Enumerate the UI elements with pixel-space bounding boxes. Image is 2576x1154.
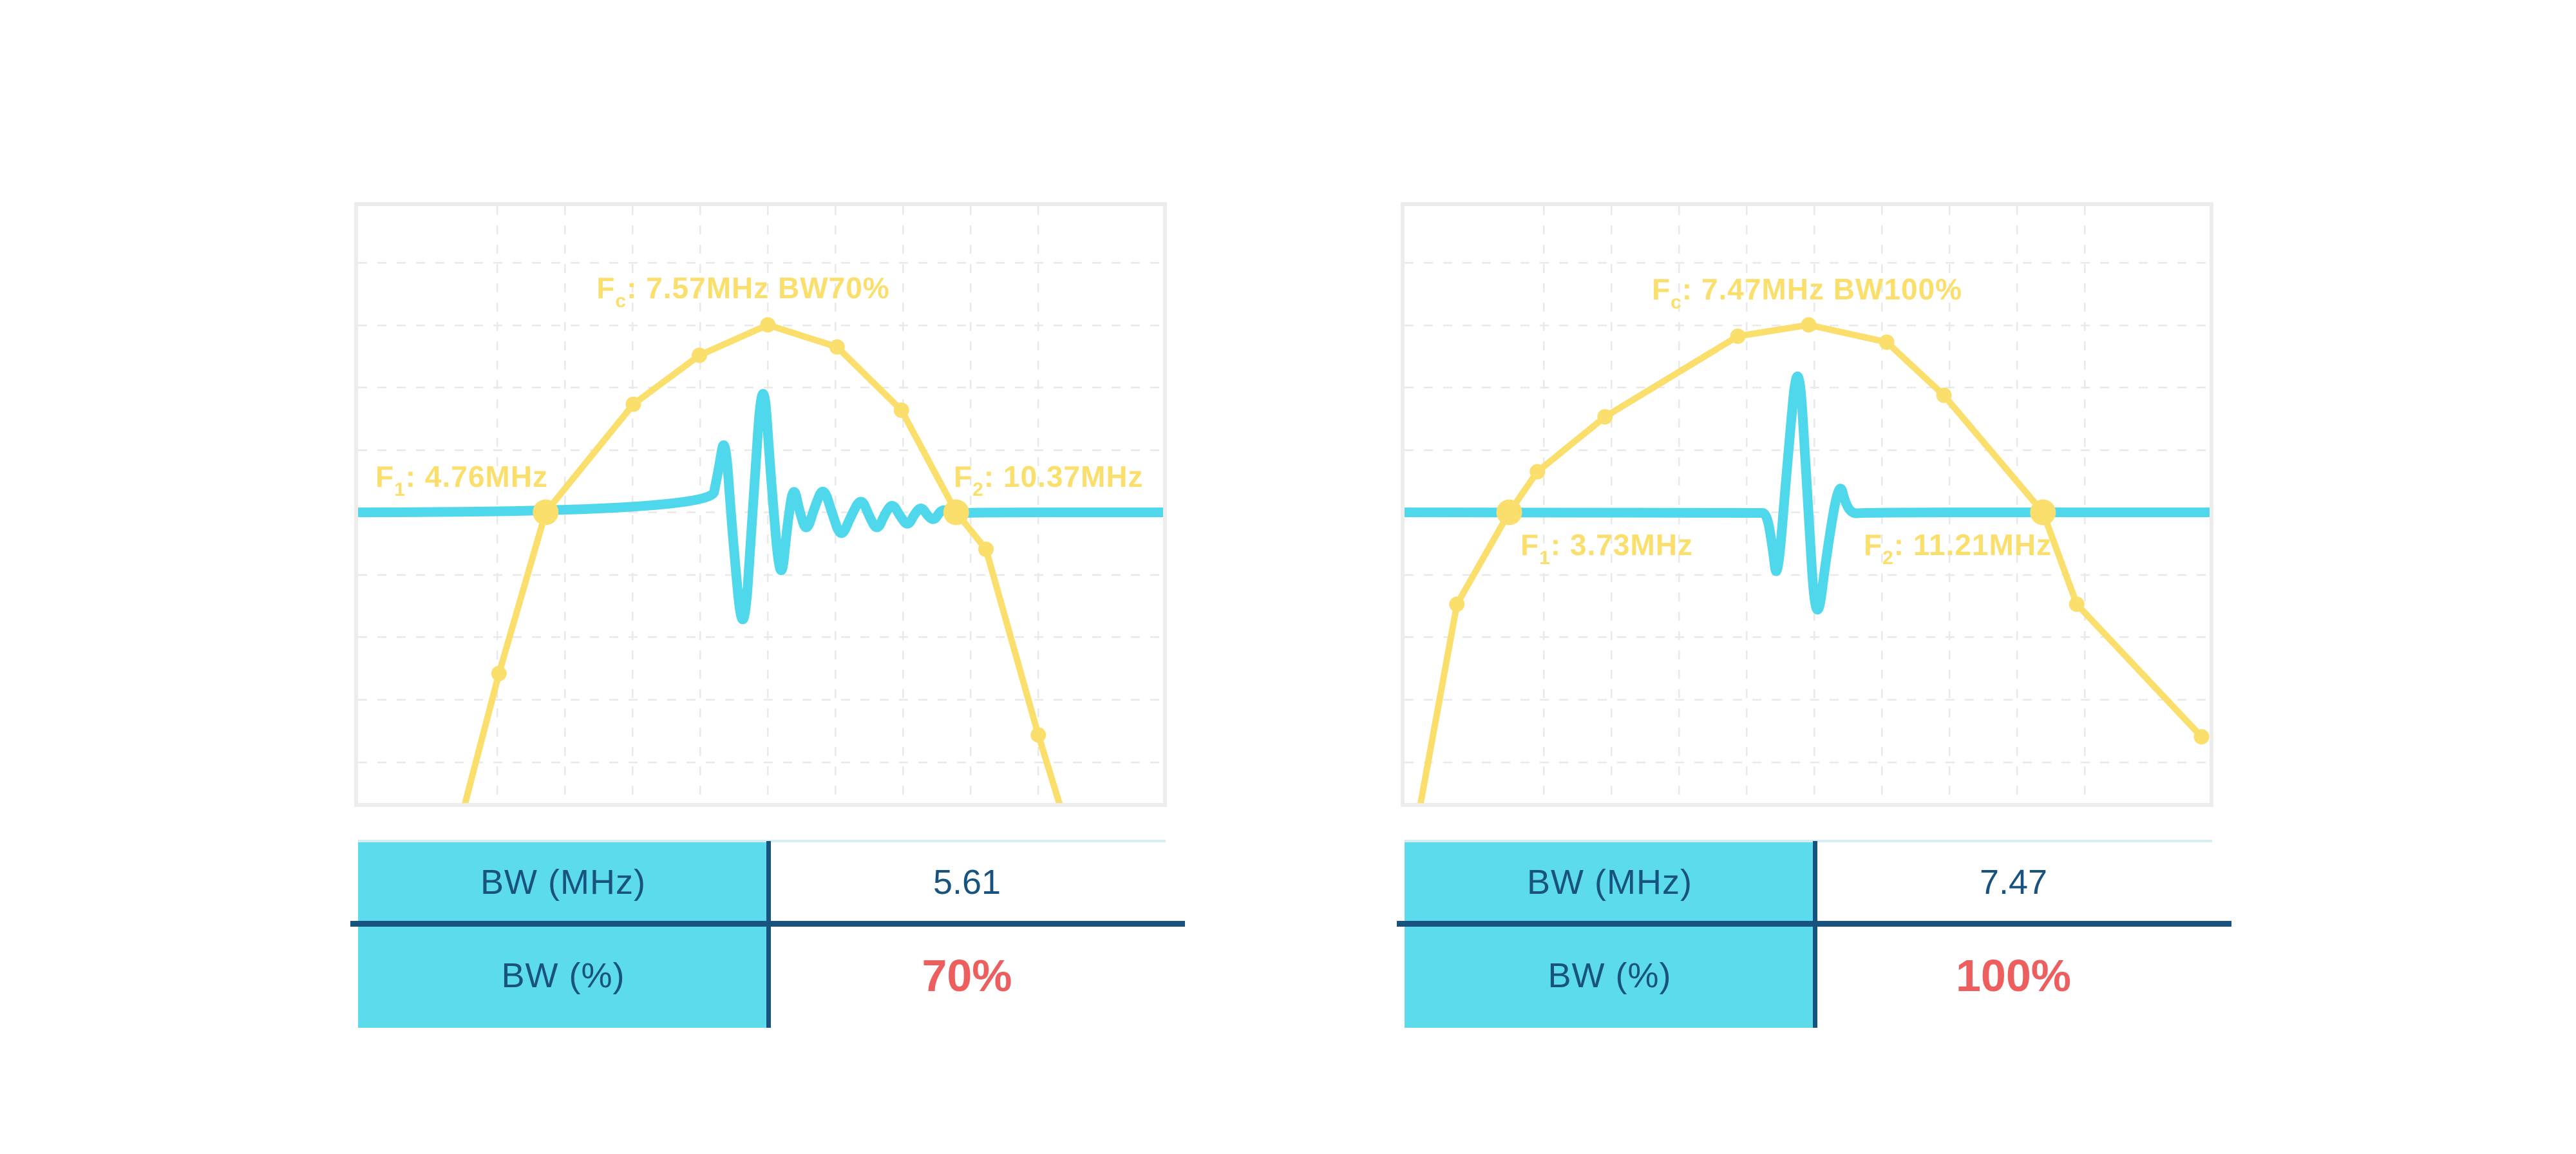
spectrum-markers xyxy=(1449,317,2210,745)
data-point-marker xyxy=(491,665,507,681)
fc-annotation: Fc: 7.47MHz BW100% xyxy=(1652,272,1962,313)
spectrum-chart-bw70: Fc: 7.57MHz BW70% F1: 4.76MHz F2: 10.37MHz xyxy=(354,202,1167,807)
spectrum-line xyxy=(1417,321,2205,803)
data-point-marker xyxy=(1730,328,1746,345)
pulse-echo-waveform xyxy=(1405,372,2210,614)
value-bw-mhz: 7.47 xyxy=(1979,863,2048,902)
fc-annotation: Fc: 7.57MHz BW70% xyxy=(596,271,889,312)
data-point-marker xyxy=(1449,596,1465,612)
bw-table-100: BW (MHz) 7.47 BW (%) 100% xyxy=(1397,840,2231,1028)
table-row-bw-mhz: BW (MHz) 7.47 xyxy=(1405,841,2212,923)
f2-annotation: F2: 11.21MHz xyxy=(1864,528,2052,569)
row-header-bw-mhz: BW (MHz) xyxy=(358,841,768,923)
gridlines xyxy=(358,206,1163,803)
row-header-bw-pct: BW (%) xyxy=(1405,923,1815,1028)
cutoff-point-marker xyxy=(533,499,559,525)
table-row-bw-pct: BW (%) 70% xyxy=(358,923,1166,1028)
row-header-bw-pct: BW (%) xyxy=(358,923,768,1028)
data-point-marker xyxy=(829,339,845,355)
spectrum-markers xyxy=(491,317,1046,743)
data-point-marker xyxy=(1801,317,1817,333)
f1-annotation: F1: 4.76MHz xyxy=(375,460,548,500)
data-point-marker xyxy=(1879,334,1895,350)
table-top-border xyxy=(1405,840,2212,842)
value-bw-pct: 100% xyxy=(1955,951,2072,1001)
table-column-divider xyxy=(766,841,771,1028)
data-point-marker xyxy=(625,396,641,412)
spectrum-chart-bw100: Fc: 7.47MHz BW100% F1: 3.73MHz F2: 11.21MH… xyxy=(1401,202,2213,807)
data-point-marker xyxy=(893,402,909,419)
table-row-bw-pct: BW (%) 100% xyxy=(1405,923,2212,1028)
table-row-bw-mhz: BW (MHz) 5.61 xyxy=(358,841,1166,923)
panel-bw100: Fc: 7.47MHz BW100% F1: 3.73MHz F2: 11.21MH… xyxy=(1397,202,2231,1028)
data-point-marker xyxy=(692,347,707,363)
f2-annotation: F2: 10.37MHz xyxy=(954,460,1144,500)
gridlines xyxy=(1405,206,2210,803)
data-point-marker xyxy=(978,542,994,558)
cutoff-point-marker xyxy=(1496,499,1522,525)
data-point-marker xyxy=(760,317,776,333)
data-point-marker xyxy=(1030,727,1046,743)
cutoff-point-marker xyxy=(2030,499,2056,525)
row-header-bw-mhz: BW (MHz) xyxy=(1405,841,1815,923)
table-top-border xyxy=(358,840,1166,842)
value-bw-mhz: 5.61 xyxy=(933,863,1001,902)
table-column-divider xyxy=(1813,841,1817,1028)
data-point-marker xyxy=(1597,409,1613,425)
data-point-marker xyxy=(2193,729,2210,745)
f1-annotation: F1: 3.73MHz xyxy=(1520,528,1693,569)
value-bw-pct: 70% xyxy=(922,951,1012,1001)
pulse-echo-waveform xyxy=(358,389,1163,625)
spectrum-line xyxy=(462,321,1063,803)
cutoff-point-marker xyxy=(943,499,969,525)
panel-bw70: Fc: 7.57MHz BW70% F1: 4.76MHz F2: 10.37MHz… xyxy=(350,202,1185,1028)
data-point-marker xyxy=(2069,596,2085,612)
bw-table-70: BW (MHz) 5.61 BW (%) 70% xyxy=(350,840,1185,1028)
data-point-marker xyxy=(1936,387,1952,403)
data-point-marker xyxy=(1530,464,1546,480)
